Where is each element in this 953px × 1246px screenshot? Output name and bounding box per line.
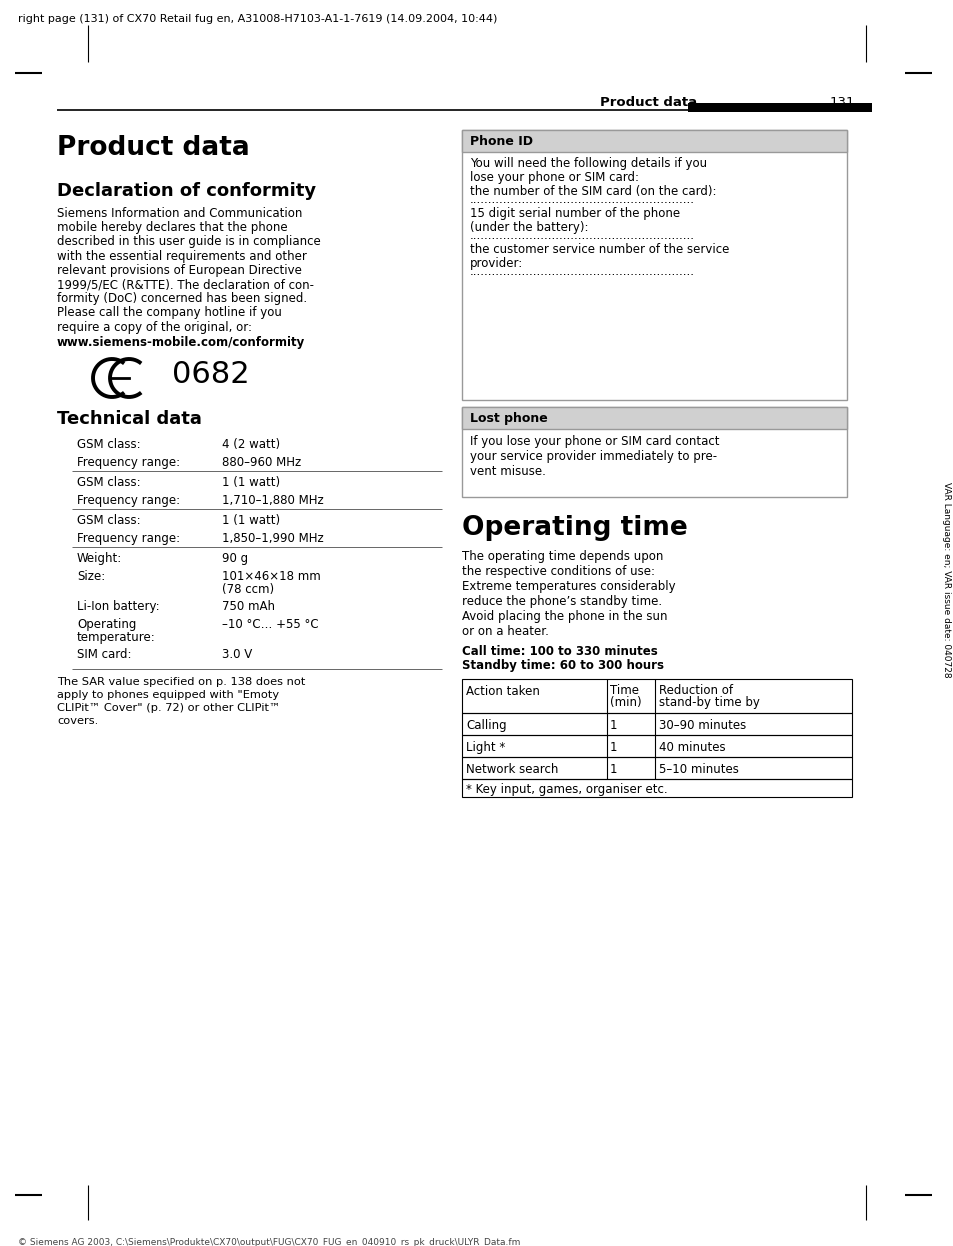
- Text: The SAR value specified on p. 138 does not: The SAR value specified on p. 138 does n…: [57, 677, 305, 687]
- Text: right page (131) of CX70 Retail fug en, A31008-H7103-A1-1-7619 (14.09.2004, 10:4: right page (131) of CX70 Retail fug en, …: [18, 14, 497, 24]
- Text: © Siemens AG 2003, C:\Siemens\Produkte\CX70\output\FUG\CX70_FUG_en_040910_rs_pk_: © Siemens AG 2003, C:\Siemens\Produkte\C…: [18, 1239, 519, 1246]
- Text: 1999/5/EC (R&TTE). The declaration of con-: 1999/5/EC (R&TTE). The declaration of co…: [57, 278, 314, 292]
- Text: 90 g: 90 g: [222, 552, 248, 564]
- Text: Network search: Network search: [465, 763, 558, 776]
- Text: 1,850–1,990 MHz: 1,850–1,990 MHz: [222, 532, 323, 545]
- Text: 5–10 minutes: 5–10 minutes: [659, 763, 739, 776]
- Text: If you lose your phone or SIM card contact: If you lose your phone or SIM card conta…: [470, 435, 719, 449]
- Text: Action taken: Action taken: [465, 685, 539, 698]
- Text: Declaration of conformity: Declaration of conformity: [57, 182, 315, 201]
- Text: Call time: 100 to 330 minutes: Call time: 100 to 330 minutes: [461, 645, 657, 658]
- Text: Weight:: Weight:: [77, 552, 122, 564]
- Text: 3.0 V: 3.0 V: [222, 648, 252, 660]
- Bar: [461, 713, 851, 735]
- Text: require a copy of the original, or:: require a copy of the original, or:: [57, 320, 252, 334]
- Text: Frequency range:: Frequency range:: [77, 493, 180, 507]
- Bar: [461, 130, 846, 152]
- Text: the respective conditions of use:: the respective conditions of use:: [461, 564, 655, 578]
- Bar: [461, 130, 846, 400]
- Text: 1: 1: [609, 719, 617, 731]
- Text: Siemens Information and Communication: Siemens Information and Communication: [57, 207, 302, 221]
- Text: (78 ccm): (78 ccm): [222, 583, 274, 596]
- Text: CLIPit™ Cover" (p. 72) or other CLIPit™: CLIPit™ Cover" (p. 72) or other CLIPit™: [57, 703, 280, 713]
- Text: –10 °C… +55 °C: –10 °C… +55 °C: [222, 618, 318, 630]
- Text: ............................................................: ........................................…: [470, 229, 695, 242]
- Text: 15 digit serial number of the phone: 15 digit serial number of the phone: [470, 207, 679, 221]
- Text: Operating time: Operating time: [461, 515, 687, 541]
- Text: the customer service number of the service: the customer service number of the servi…: [470, 243, 729, 255]
- Text: Size:: Size:: [77, 569, 105, 583]
- Text: The operating time depends upon: The operating time depends upon: [461, 549, 662, 563]
- Text: 1 (1 watt): 1 (1 watt): [222, 515, 280, 527]
- Text: Product data: Product data: [599, 96, 697, 108]
- Text: * Key input, games, organiser etc.: * Key input, games, organiser etc.: [465, 782, 667, 796]
- Text: (under the battery):: (under the battery):: [470, 221, 588, 234]
- Text: your service provider immediately to pre-: your service provider immediately to pre…: [470, 450, 717, 464]
- Text: SIM card:: SIM card:: [77, 648, 132, 660]
- Text: the number of the SIM card (on the card):: the number of the SIM card (on the card)…: [470, 184, 716, 198]
- Text: (min): (min): [609, 697, 641, 709]
- Text: Frequency range:: Frequency range:: [77, 456, 180, 468]
- Text: 131: 131: [829, 96, 855, 108]
- Text: vent misuse.: vent misuse.: [470, 465, 545, 478]
- Text: stand-by time by: stand-by time by: [659, 697, 760, 709]
- Text: or on a heater.: or on a heater.: [461, 625, 548, 638]
- Text: Frequency range:: Frequency range:: [77, 532, 180, 545]
- Text: ............................................................: ........................................…: [470, 193, 695, 206]
- Text: Li-Ion battery:: Li-Ion battery:: [77, 601, 159, 613]
- Bar: [687, 103, 871, 112]
- Bar: [461, 407, 846, 429]
- Text: 101×46×18 mm: 101×46×18 mm: [222, 569, 320, 583]
- Text: ............................................................: ........................................…: [470, 265, 695, 278]
- Text: 1 (1 watt): 1 (1 watt): [222, 476, 280, 488]
- Text: Technical data: Technical data: [57, 410, 202, 427]
- Text: with the essential requirements and other: with the essential requirements and othe…: [57, 249, 307, 263]
- Bar: [461, 758, 851, 779]
- Text: GSM class:: GSM class:: [77, 515, 140, 527]
- Text: lose your phone or SIM card:: lose your phone or SIM card:: [470, 171, 639, 184]
- Text: Calling: Calling: [465, 719, 506, 731]
- Text: 880–960 MHz: 880–960 MHz: [222, 456, 301, 468]
- Text: You will need the following details if you: You will need the following details if y…: [470, 157, 706, 169]
- Bar: [461, 735, 851, 758]
- Bar: [461, 679, 851, 713]
- Text: 30–90 minutes: 30–90 minutes: [659, 719, 745, 731]
- Text: 750 mAh: 750 mAh: [222, 601, 274, 613]
- Text: Reduction of: Reduction of: [659, 684, 732, 697]
- Text: Lost phone: Lost phone: [470, 412, 547, 425]
- Text: apply to phones equipped with "Emoty: apply to phones equipped with "Emoty: [57, 690, 279, 700]
- Text: Phone ID: Phone ID: [470, 135, 533, 148]
- Text: GSM class:: GSM class:: [77, 476, 140, 488]
- Text: relevant provisions of European Directive: relevant provisions of European Directiv…: [57, 264, 301, 277]
- Text: Time: Time: [609, 684, 639, 697]
- Text: temperature:: temperature:: [77, 630, 155, 644]
- Text: mobile hereby declares that the phone: mobile hereby declares that the phone: [57, 222, 287, 234]
- Text: 1: 1: [609, 763, 617, 776]
- Text: Standby time: 60 to 300 hours: Standby time: 60 to 300 hours: [461, 659, 663, 672]
- Text: Light *: Light *: [465, 741, 505, 754]
- Text: Extreme temperatures considerably: Extreme temperatures considerably: [461, 579, 675, 593]
- Text: Operating: Operating: [77, 618, 136, 630]
- Text: described in this user guide is in compliance: described in this user guide is in compl…: [57, 235, 320, 248]
- Text: 1,710–1,880 MHz: 1,710–1,880 MHz: [222, 493, 323, 507]
- Text: Avoid placing the phone in the sun: Avoid placing the phone in the sun: [461, 611, 667, 623]
- Text: Product data: Product data: [57, 135, 250, 161]
- Bar: [461, 779, 851, 797]
- Text: 1: 1: [609, 741, 617, 754]
- Text: 4 (2 watt): 4 (2 watt): [222, 439, 280, 451]
- Text: 0682: 0682: [172, 360, 250, 389]
- Text: 40 minutes: 40 minutes: [659, 741, 725, 754]
- Text: VAR Language: en; VAR issue date: 040728: VAR Language: en; VAR issue date: 040728: [942, 482, 950, 678]
- Text: reduce the phone’s standby time.: reduce the phone’s standby time.: [461, 596, 661, 608]
- Text: www.siemens-mobile.com/conformity: www.siemens-mobile.com/conformity: [57, 336, 305, 349]
- Text: provider:: provider:: [470, 257, 522, 270]
- Text: formity (DoC) concerned has been signed.: formity (DoC) concerned has been signed.: [57, 293, 307, 305]
- Text: Please call the company hotline if you: Please call the company hotline if you: [57, 307, 281, 319]
- Bar: [461, 407, 846, 497]
- Text: GSM class:: GSM class:: [77, 439, 140, 451]
- Text: covers.: covers.: [57, 716, 98, 726]
